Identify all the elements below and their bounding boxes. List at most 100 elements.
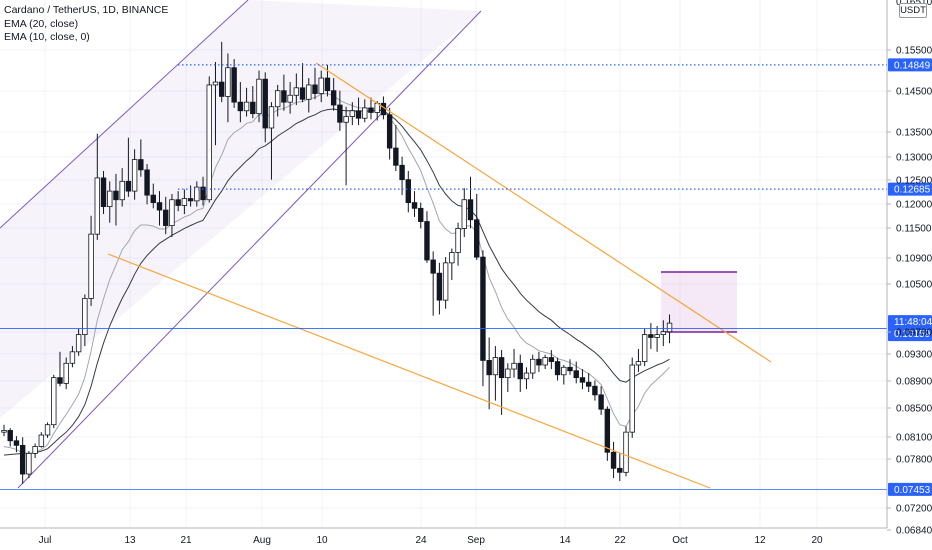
candle	[567, 359, 573, 375]
price-axis[interactable]: 0.15500 0.14500 0.13500 0.13000 0.12500 0.120…	[886, 0, 932, 537]
candle	[498, 350, 505, 415]
price-level-label: 0.10159	[894, 329, 931, 340]
candle	[231, 59, 237, 108]
candle	[1, 424, 7, 437]
candle	[393, 125, 399, 172]
candle-body-down	[330, 90, 337, 106]
candle-body-up	[119, 180, 125, 201]
candle	[125, 137, 132, 197]
countdown-label: 11:48:04	[894, 317, 932, 328]
candle-body-up	[225, 67, 231, 97]
legend-symbol-title[interactable]: Cardano / TetherUS, 1D, BINANCE	[4, 4, 169, 16]
candle-body-up	[530, 358, 536, 374]
candle-body-down	[125, 180, 132, 192]
candle-body-up	[629, 364, 635, 433]
candle	[306, 78, 312, 113]
candle-body-up	[243, 101, 250, 112]
candle-body-up	[318, 77, 324, 94]
candle	[405, 171, 411, 213]
candle-body-down	[100, 177, 107, 208]
candle	[237, 82, 244, 123]
candle	[119, 168, 125, 207]
candle	[386, 107, 393, 160]
candle-body-up	[623, 431, 629, 473]
candle	[107, 181, 113, 223]
candle-body-up	[75, 334, 82, 353]
candle-body-up	[181, 198, 188, 206]
candle	[660, 320, 667, 347]
candle-body-up	[131, 159, 138, 192]
candle-body-down	[610, 451, 617, 469]
candle-body-down	[156, 202, 163, 211]
time-tick-label: 21	[180, 535, 192, 546]
candle-body-up	[293, 87, 300, 96]
time-tick-label: 13	[124, 535, 136, 546]
candle-body-down	[200, 186, 206, 201]
candle	[654, 325, 660, 352]
candle	[430, 251, 436, 316]
candle-body-down	[548, 357, 555, 362]
candle-body-up	[666, 322, 673, 333]
candle-body-down	[113, 190, 119, 201]
candle	[604, 406, 611, 461]
candle	[287, 82, 293, 114]
candle	[648, 323, 654, 349]
candle	[467, 176, 474, 229]
candle	[38, 432, 45, 448]
time-tick-label: 24	[415, 535, 427, 546]
candle	[641, 328, 648, 367]
price-level-badge	[888, 315, 932, 342]
candle	[218, 41, 225, 103]
candle-body-up	[26, 452, 32, 475]
time-tick-label: Aug	[253, 535, 271, 546]
time-tick-label: Sep	[467, 535, 485, 546]
candle-body-down	[337, 104, 343, 123]
candle	[200, 176, 206, 206]
price-tick-label: 0.11500	[896, 224, 932, 235]
candle	[424, 211, 430, 263]
candle	[156, 191, 163, 226]
candle-body-up	[51, 377, 57, 426]
candle	[617, 453, 623, 481]
candle-body-up	[206, 84, 212, 201]
candle-body-up	[505, 368, 511, 379]
candle	[63, 357, 69, 390]
price-tick-label: 0.08100	[896, 433, 932, 444]
candle-body-down	[144, 169, 150, 196]
candle	[598, 386, 604, 415]
candle	[225, 53, 231, 123]
candle-body-up	[274, 90, 281, 108]
candle	[299, 63, 306, 103]
legend-ema-10[interactable]: EMA (10, close, 0)	[4, 31, 90, 43]
candle	[175, 191, 181, 212]
candle-body-up	[654, 334, 660, 338]
candle	[480, 250, 486, 387]
candle	[355, 97, 362, 126]
price-level-label: 0.07453	[894, 485, 931, 496]
candle-body-down	[250, 101, 256, 115]
candle-body-down	[393, 147, 399, 166]
candle-body-up	[194, 186, 200, 202]
time-axis[interactable]: Jul 13 21 Aug 10 24 Sep 14 22 Oct 12 20	[0, 527, 887, 546]
candle-body-down	[592, 385, 598, 396]
candle	[666, 314, 673, 344]
candle	[69, 346, 76, 368]
candle-body-down	[218, 81, 225, 97]
ascending-channel-fill	[0, 0, 481, 418]
candle	[623, 426, 629, 477]
candle-body-down	[554, 361, 561, 376]
candle	[585, 373, 592, 392]
time-tick-label: 10	[316, 535, 328, 546]
candle	[82, 294, 88, 347]
legend-ema-20[interactable]: EMA (20, close)	[4, 17, 79, 30]
candle-body-up	[349, 110, 356, 117]
currency-unit-badge[interactable]: USDT	[899, 3, 927, 18]
candle-body-up	[635, 361, 642, 366]
candle-body-down	[467, 199, 474, 221]
candle	[212, 61, 219, 146]
candle-body-down	[386, 114, 393, 149]
candle-body-down	[617, 467, 623, 473]
candle-body-up	[449, 252, 455, 264]
candle	[492, 346, 499, 401]
